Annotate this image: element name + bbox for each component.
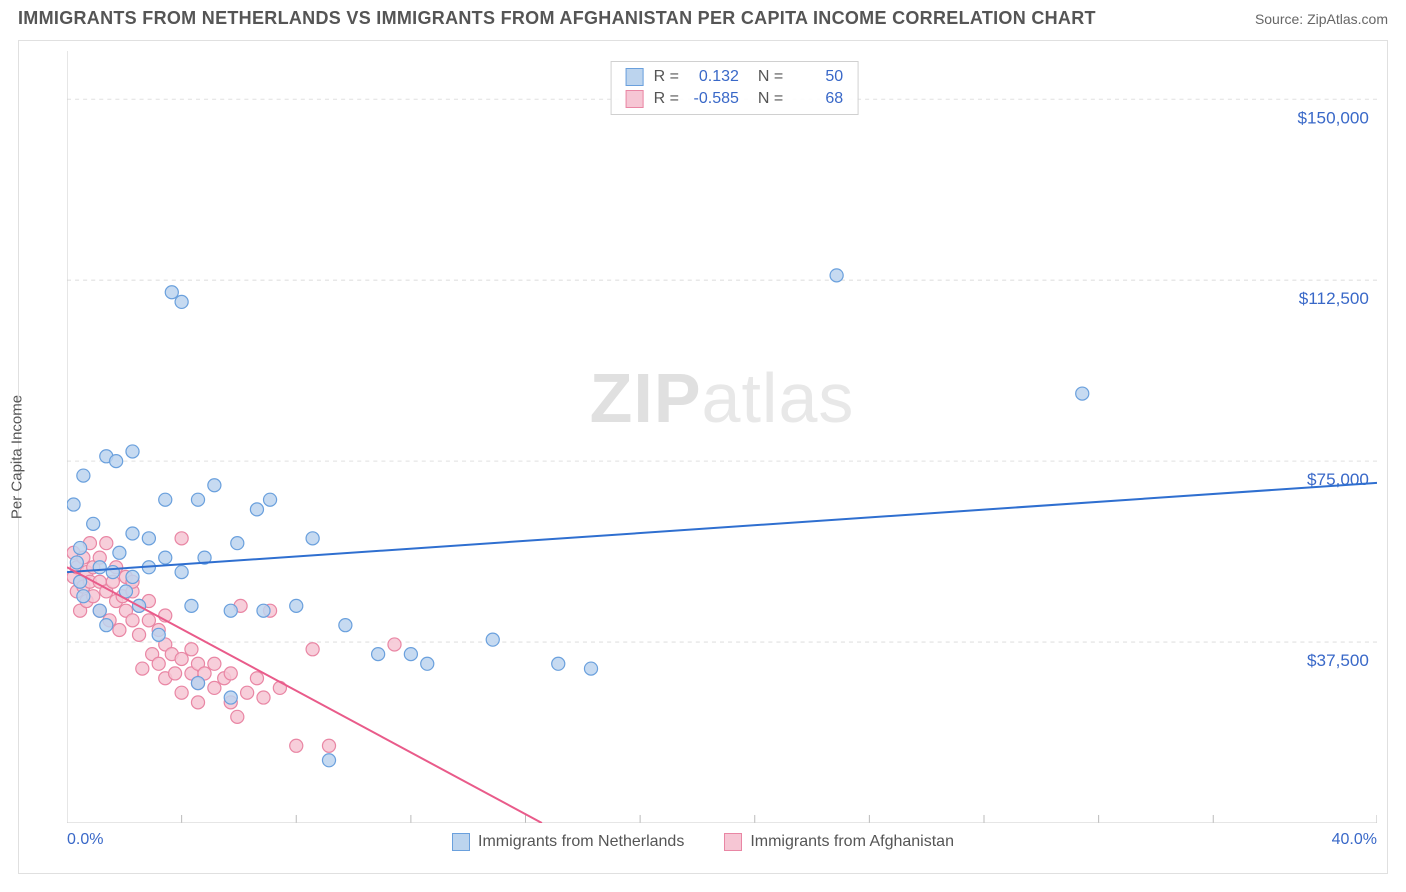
n-value-0: 50 xyxy=(793,68,843,86)
y-axis-label: Per Capita Income xyxy=(9,395,26,519)
svg-text:$37,500: $37,500 xyxy=(1307,651,1369,670)
source-label: Source: ZipAtlas.com xyxy=(1255,11,1388,27)
svg-text:$150,000: $150,000 xyxy=(1298,108,1369,127)
x-max-label: 40.0% xyxy=(1332,831,1377,849)
correlation-legend: R = 0.132 N = 50 R = -0.585 N = 68 xyxy=(611,61,859,115)
r-value-1: -0.585 xyxy=(689,90,739,108)
legend-row-series-0: R = 0.132 N = 50 xyxy=(626,66,844,88)
n-value-1: 68 xyxy=(793,90,843,108)
chart-container: Per Capita Income ZIPatlas $37,500$75,00… xyxy=(18,40,1388,874)
x-axis-labels: 0.0% 40.0% xyxy=(67,831,1377,851)
plot-area: ZIPatlas $37,500$75,000$112,500$150,000 … xyxy=(67,51,1377,823)
r-value-0: 0.132 xyxy=(689,68,739,86)
scatter-svg: $37,500$75,000$112,500$150,000 xyxy=(67,51,1377,823)
legend-swatch-0 xyxy=(626,68,644,86)
legend-row-series-1: R = -0.585 N = 68 xyxy=(626,88,844,110)
svg-text:$112,500: $112,500 xyxy=(1299,289,1369,308)
legend-swatch-1 xyxy=(626,90,644,108)
x-min-label: 0.0% xyxy=(67,831,103,849)
chart-title: IMMIGRANTS FROM NETHERLANDS VS IMMIGRANT… xyxy=(18,8,1096,29)
